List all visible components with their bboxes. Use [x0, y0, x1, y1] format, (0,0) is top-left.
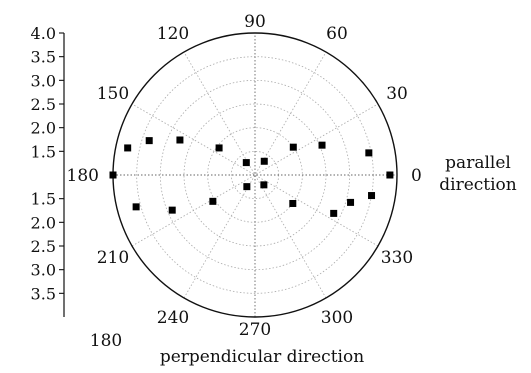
data-point [386, 171, 394, 179]
angle-label-300: 300 [321, 308, 353, 328]
data-point [289, 199, 297, 207]
grid-circle [183, 103, 327, 247]
annotation-direction: direction [439, 175, 517, 195]
data-point [368, 192, 376, 200]
polar-grid [112, 32, 398, 318]
data-point [242, 159, 250, 167]
radial-tick-label: 2.5 [31, 95, 56, 114]
angle-label-330: 330 [381, 248, 413, 268]
radial-tick-label: 1.5 [31, 142, 56, 161]
radial-tick-label: 3.5 [31, 48, 56, 67]
angle-labels: 0 30 60 90 120 150 180 210 240 270 300 330 [67, 12, 422, 340]
radial-tick-label: 2.5 [31, 237, 56, 256]
data-point [243, 183, 251, 191]
radial-tick-label: 2.0 [31, 213, 56, 232]
data-point [109, 171, 117, 179]
radial-axis: 4.0 3.5 3.0 2.5 2.0 1.5 1.5 2.0 2.5 3.0 3.5 [31, 24, 65, 317]
angle-label-180: 180 [67, 166, 99, 186]
angle-label-210: 210 [97, 248, 129, 268]
angle-label-30: 30 [386, 84, 408, 104]
data-points [109, 136, 394, 217]
data-point [176, 136, 184, 144]
data-point [124, 144, 132, 152]
annotation-bottom-left-180: 180 [90, 331, 122, 351]
annotation-parallel: parallel [445, 153, 511, 173]
data-point [347, 198, 355, 206]
annotation-perpendicular: perpendicular direction [160, 347, 364, 367]
radial-tick-label: 1.5 [31, 190, 56, 209]
angle-label-60: 60 [326, 24, 348, 44]
angle-label-150: 150 [97, 84, 129, 104]
radial-tick-label: 3.0 [31, 71, 56, 90]
data-point [132, 203, 140, 211]
angle-label-90: 90 [244, 12, 266, 32]
angle-label-0: 0 [411, 166, 422, 186]
data-point [289, 143, 297, 151]
data-point [318, 141, 326, 149]
grid-circle [159, 79, 351, 271]
angle-label-270: 270 [239, 320, 271, 340]
data-point [215, 144, 223, 152]
data-point [260, 181, 268, 189]
data-point [209, 197, 217, 205]
radial-tick-label: 2.0 [31, 119, 56, 138]
data-point [168, 206, 176, 214]
data-point [260, 157, 268, 165]
data-point [145, 137, 153, 145]
radial-tick-label: 4.0 [31, 24, 56, 43]
angle-label-120: 120 [157, 24, 189, 44]
radial-tick-label: 3.0 [31, 261, 56, 280]
data-point [365, 149, 373, 157]
data-point [330, 209, 338, 217]
radial-tick-label: 3.5 [31, 284, 56, 303]
angle-label-240: 240 [157, 308, 189, 328]
